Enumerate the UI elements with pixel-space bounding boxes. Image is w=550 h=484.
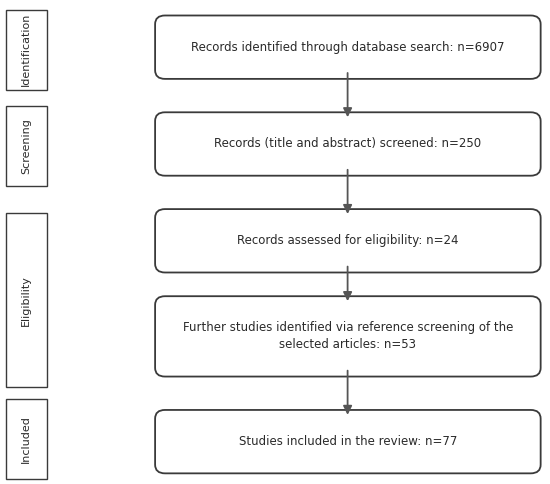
FancyBboxPatch shape [6,106,47,186]
FancyBboxPatch shape [155,112,541,176]
FancyBboxPatch shape [155,15,541,79]
FancyBboxPatch shape [155,209,541,272]
Text: Studies included in the review: n=77: Studies included in the review: n=77 [239,435,457,448]
Text: Records assessed for eligibility: n=24: Records assessed for eligibility: n=24 [237,234,459,247]
Text: Eligibility: Eligibility [21,274,31,326]
Text: Further studies identified via reference screening of the
selected articles: n=5: Further studies identified via reference… [183,321,513,351]
FancyBboxPatch shape [6,213,47,387]
Text: Included: Included [21,415,31,463]
Text: Records identified through database search: n=6907: Records identified through database sear… [191,41,505,54]
Text: Screening: Screening [21,119,31,174]
Text: Records (title and abstract) screened: n=250: Records (title and abstract) screened: n… [214,137,481,151]
FancyBboxPatch shape [155,296,541,377]
FancyBboxPatch shape [155,410,541,473]
FancyBboxPatch shape [6,10,47,90]
Text: Identification: Identification [21,13,31,86]
FancyBboxPatch shape [6,399,47,479]
